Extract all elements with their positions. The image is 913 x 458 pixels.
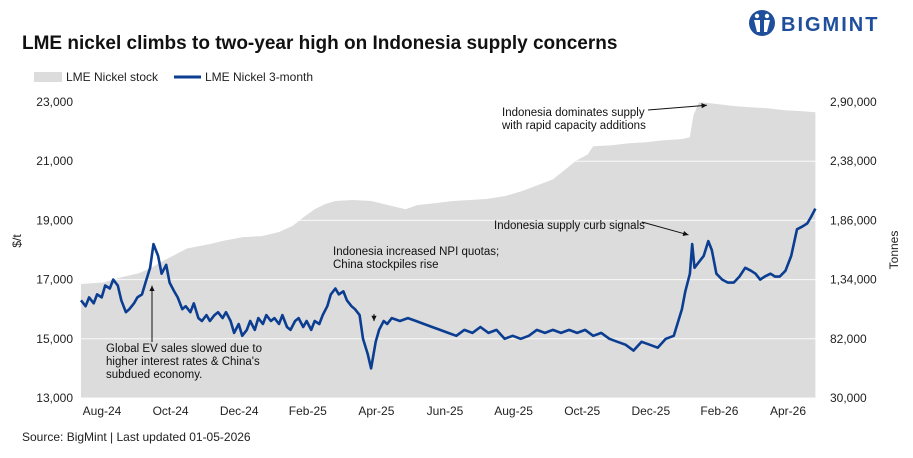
price-line [79,207,817,370]
y-tick-label-right: 1,86,000 [830,213,877,227]
annotation-line: Indonesia increased NPI quotas; [333,246,499,258]
brand-logo: BIGMINT [749,10,879,36]
y-tick-label-right: 2,38,000 [830,154,877,168]
axes: 13,000 30,000 15,000 82,000 17,000 1,34,000 19… [36,95,877,418]
annotations: Indonesia dominates supply with rapid cap… [106,103,707,381]
x-tick-label: Oct-24 [153,404,189,418]
annotation-line: higher interest rates & China's [106,356,260,368]
y-tick-label-right: 1,34,000 [830,273,877,287]
annotation-arrowhead [701,103,707,109]
annotation-arrowhead [371,315,377,322]
annotation-line: subdued economy. [106,369,202,381]
chart-title: LME nickel climbs to two-year high on In… [22,33,617,54]
y-tick-label-left: 13,000 [36,391,73,405]
annotation-line: China stockpiles rise [333,259,438,271]
legend-swatch-stock [34,72,62,82]
plot-area [79,101,820,399]
annotation-arrowhead [682,230,689,236]
annotation-text: Global EV sales slowed due to higher inte… [106,343,262,381]
y-tick-label-left: 19,000 [36,213,73,227]
legend-label-stock: LME Nickel stock [66,70,159,84]
y-tick-label-left: 23,000 [36,95,73,109]
y-tick-label-left: 21,000 [36,154,73,168]
x-tick-label: Aug-25 [494,404,533,418]
annotation-arrowhead [149,285,155,292]
logo-mark-icon [749,10,775,36]
brand-name: BIGMINT [781,14,879,36]
y-tick-label-right: 82,000 [830,332,867,346]
source-note: Source: BigMint | Last updated 01-05-202… [22,430,251,444]
x-tick-label: Aug-24 [83,404,122,418]
y-tick-label-right: 30,000 [830,391,867,405]
annotation-line: Indonesia supply curb signals [494,220,645,232]
annotation-text: Indonesia supply curb signals [494,220,645,232]
y-tick-label-left: 17,000 [36,273,73,287]
x-tick-label: Dec-25 [631,404,670,418]
y-tick-label-right: 2,90,000 [830,95,877,109]
legend: LME Nickel stock LME Nickel 3-month [34,70,313,84]
x-tick-label: Dec-24 [220,404,259,418]
annotation-line: with rapid capacity additions [501,120,646,132]
x-tick-label: Feb-26 [700,404,738,418]
annotation-arrow [647,104,707,111]
y-axis-title-left: $/t [10,234,24,248]
y-tick-label-left: 15,000 [36,332,73,346]
x-tick-label: Apr-25 [358,404,394,418]
annotation-arrow [641,221,689,236]
legend-label-price: LME Nickel 3-month [205,70,313,84]
x-tick-label: Apr-26 [770,404,806,418]
y-axis-title-right: Tonnes [887,231,901,270]
stock-area [81,102,816,398]
x-tick-label: Oct-25 [564,404,600,418]
annotation-text: Indonesia dominates supply with rapid cap… [501,107,646,132]
annotation-text: Indonesia increased NPI quotas; China sto… [333,246,499,271]
annotation-line: Indonesia dominates supply [502,107,645,119]
x-tick-label: Jun-25 [427,404,464,418]
annotation-line: Global EV sales slowed due to [106,343,262,355]
x-tick-label: Feb-25 [289,404,327,418]
